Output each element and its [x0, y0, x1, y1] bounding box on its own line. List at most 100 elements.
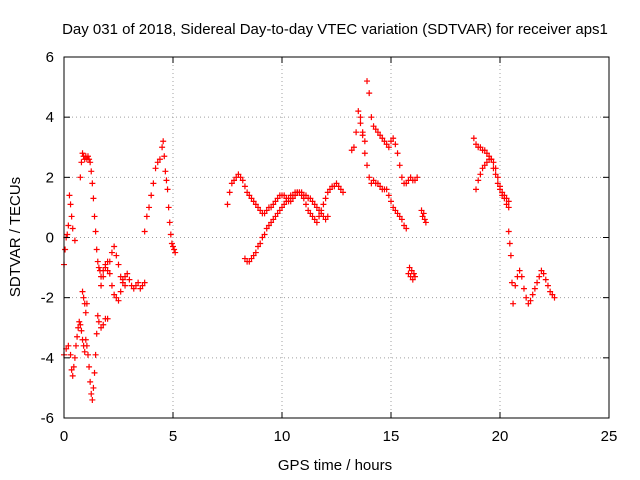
- data-point: [89, 396, 96, 403]
- data-point: [78, 327, 85, 334]
- data-point: [396, 213, 403, 220]
- data-point: [283, 198, 290, 205]
- data-point: [265, 222, 272, 229]
- data-point: [529, 291, 536, 298]
- data-point: [72, 342, 79, 349]
- data-point: [549, 291, 556, 298]
- data-point: [98, 282, 105, 289]
- data-point: [272, 198, 279, 205]
- data-point: [411, 273, 418, 280]
- data-point: [326, 186, 333, 193]
- data-point: [536, 273, 543, 280]
- data-point: [92, 228, 99, 235]
- data-point: [163, 177, 170, 184]
- data-point: [126, 276, 133, 283]
- data-point: [132, 282, 139, 289]
- grid-lines: [64, 57, 609, 418]
- data-point: [279, 204, 285, 211]
- data-point: [270, 201, 277, 208]
- data-point: [268, 219, 275, 226]
- data-point: [374, 129, 381, 136]
- data-point: [355, 108, 362, 115]
- data-point: [90, 195, 97, 202]
- data-point: [359, 132, 366, 139]
- x-tick-label: 10: [274, 428, 291, 445]
- data-point: [551, 294, 558, 301]
- data-point: [379, 135, 386, 142]
- data-point: [246, 258, 253, 265]
- data-point: [490, 159, 497, 166]
- data-point: [241, 183, 248, 190]
- data-point: [102, 264, 109, 271]
- data-point: [113, 294, 120, 301]
- data-point: [161, 153, 168, 160]
- data-point: [289, 192, 296, 199]
- data-point: [390, 204, 397, 211]
- data-point: [316, 207, 323, 214]
- data-point: [419, 213, 426, 220]
- data-point: [322, 216, 329, 223]
- data-point: [77, 174, 84, 181]
- data-point: [494, 180, 501, 187]
- data-point: [544, 282, 551, 289]
- data-point: [239, 177, 246, 184]
- data-point: [255, 204, 262, 211]
- data-point: [104, 267, 111, 274]
- data-point: [364, 162, 371, 169]
- data-point: [505, 228, 512, 235]
- data-point: [246, 192, 253, 199]
- data-point: [366, 174, 373, 181]
- data-point: [89, 180, 96, 187]
- data-point: [95, 264, 102, 271]
- data-point: [117, 288, 124, 295]
- data-point: [93, 246, 100, 253]
- data-point: [67, 351, 74, 358]
- data-point: [390, 135, 397, 142]
- data-point: [507, 252, 514, 259]
- data-point: [531, 285, 538, 292]
- data-point: [547, 288, 554, 295]
- data-point: [98, 324, 105, 331]
- data-point: [88, 390, 95, 397]
- data-point: [385, 144, 392, 151]
- data-point: [104, 315, 111, 322]
- data-point: [166, 219, 173, 226]
- data-point: [370, 177, 377, 184]
- data-point: [156, 156, 163, 163]
- data-point: [69, 225, 76, 232]
- data-point: [65, 222, 72, 229]
- data-point: [255, 243, 262, 250]
- data-point: [139, 282, 146, 289]
- data-point: [398, 216, 405, 223]
- data-point: [241, 255, 248, 262]
- data-point: [483, 159, 490, 166]
- data-point: [274, 195, 281, 202]
- data-point: [483, 150, 490, 157]
- data-point: [383, 141, 390, 148]
- data-point: [65, 342, 72, 349]
- x-tick-label: 0: [60, 428, 68, 445]
- data-point: [313, 204, 320, 211]
- data-point: [307, 210, 314, 217]
- data-point: [119, 279, 126, 286]
- data-point: [401, 222, 408, 229]
- data-point: [113, 252, 120, 259]
- y-tick-label: -4: [41, 350, 54, 367]
- data-point: [508, 279, 515, 286]
- data-points: [61, 78, 558, 403]
- data-point: [473, 141, 480, 148]
- data-point: [492, 165, 499, 172]
- data-point: [86, 363, 93, 370]
- data-point: [388, 198, 394, 205]
- data-point: [305, 207, 312, 214]
- data-point: [523, 294, 530, 301]
- data-point: [228, 180, 235, 187]
- data-point: [348, 147, 355, 154]
- data-point: [309, 213, 316, 220]
- data-point: [167, 231, 174, 238]
- data-point: [318, 210, 325, 217]
- data-point: [503, 195, 510, 202]
- data-point: [224, 201, 231, 208]
- data-point: [538, 267, 545, 274]
- data-point: [407, 174, 414, 181]
